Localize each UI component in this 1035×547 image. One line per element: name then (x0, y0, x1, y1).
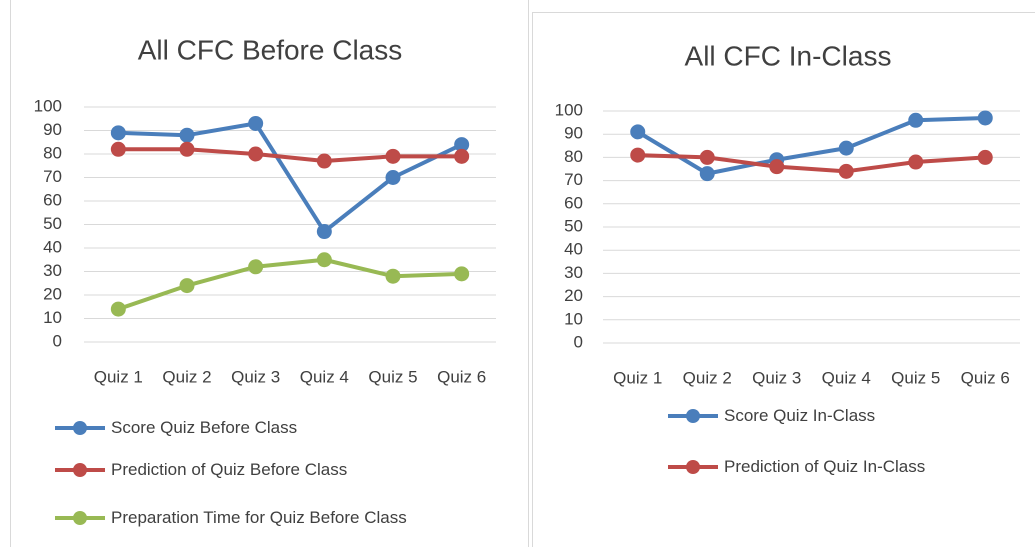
legend-label: Score Quiz In-Class (724, 406, 876, 425)
x-tick-label: Quiz 1 (613, 368, 662, 387)
y-tick-label: 20 (43, 284, 62, 303)
data-point (110, 141, 126, 157)
y-tick-label: 20 (564, 286, 583, 305)
y-tick-label: 100 (555, 100, 583, 119)
data-point (385, 268, 401, 284)
x-tick-label: Quiz 6 (437, 367, 486, 386)
legend-marker (73, 511, 87, 525)
y-tick-label: 50 (564, 216, 583, 235)
data-point (316, 252, 332, 268)
data-point (699, 166, 715, 182)
y-tick-label: 10 (43, 308, 62, 327)
y-tick-label: 80 (43, 143, 62, 162)
data-point (110, 125, 126, 141)
x-tick-label: Quiz 2 (162, 367, 211, 386)
y-tick-label: 30 (43, 261, 62, 280)
y-tick-label: 40 (564, 240, 583, 259)
data-point (630, 124, 646, 140)
data-point (630, 147, 646, 163)
y-tick-label: 0 (574, 332, 583, 351)
y-tick-label: 80 (564, 147, 583, 166)
y-tick-label: 50 (43, 214, 62, 233)
series-line (118, 147, 462, 164)
data-point (110, 301, 126, 317)
data-point (385, 170, 401, 185)
data-point (908, 154, 924, 170)
data-point (248, 115, 264, 131)
data-point (454, 266, 470, 282)
chart-title: All CFC In-Class (685, 40, 892, 71)
data-point (316, 153, 332, 169)
data-point (179, 127, 195, 143)
data-point (179, 278, 195, 294)
data-point (977, 110, 993, 126)
x-tick-label: Quiz 4 (822, 368, 871, 387)
x-tick-label: Quiz 6 (961, 368, 1010, 387)
legend-label: Preparation Time for Quiz Before Class (111, 508, 407, 527)
data-point (908, 112, 924, 128)
y-tick-label: 60 (564, 193, 583, 212)
data-point (248, 259, 264, 275)
x-tick-label: Quiz 2 (683, 368, 732, 387)
panel-border (10, 0, 529, 547)
chart-title: All CFC Before Class (138, 34, 403, 65)
data-point (454, 148, 470, 164)
y-tick-label: 30 (564, 263, 583, 282)
legend-marker (686, 409, 700, 423)
legend-label: Prediction of Quiz Before Class (111, 460, 348, 479)
y-tick-label: 10 (564, 309, 583, 328)
data-point (179, 141, 195, 157)
data-point (838, 163, 854, 179)
y-tick-label: 100 (34, 96, 62, 115)
series-line (118, 121, 463, 234)
series-line (636, 115, 986, 176)
data-point (769, 159, 785, 175)
series-line (117, 257, 462, 311)
data-point (248, 146, 264, 162)
legend-marker (73, 421, 87, 435)
y-tick-label: 0 (53, 331, 62, 350)
x-tick-label: Quiz 5 (891, 368, 940, 387)
data-point (838, 140, 854, 156)
y-tick-label: 90 (564, 124, 583, 143)
y-tick-label: 70 (564, 170, 583, 189)
x-tick-label: Quiz 1 (94, 367, 143, 386)
legend-label: Score Quiz Before Class (111, 418, 298, 437)
data-point (977, 149, 993, 165)
x-tick-label: Quiz 5 (368, 367, 417, 386)
series-line (637, 153, 986, 174)
y-tick-label: 40 (43, 237, 62, 256)
y-tick-label: 60 (43, 190, 62, 209)
x-tick-label: Quiz 3 (231, 367, 280, 386)
x-tick-label: Quiz 4 (300, 367, 349, 386)
y-tick-label: 90 (43, 120, 62, 139)
data-point (316, 224, 332, 240)
legend-label: Prediction of Quiz In-Class (724, 457, 926, 476)
legend-marker (73, 463, 87, 477)
x-tick-label: Quiz 3 (752, 368, 801, 387)
y-tick-label: 70 (43, 167, 62, 186)
data-point (699, 149, 715, 165)
data-point (385, 148, 401, 164)
legend-marker (686, 460, 700, 474)
panel-border (532, 12, 1035, 547)
